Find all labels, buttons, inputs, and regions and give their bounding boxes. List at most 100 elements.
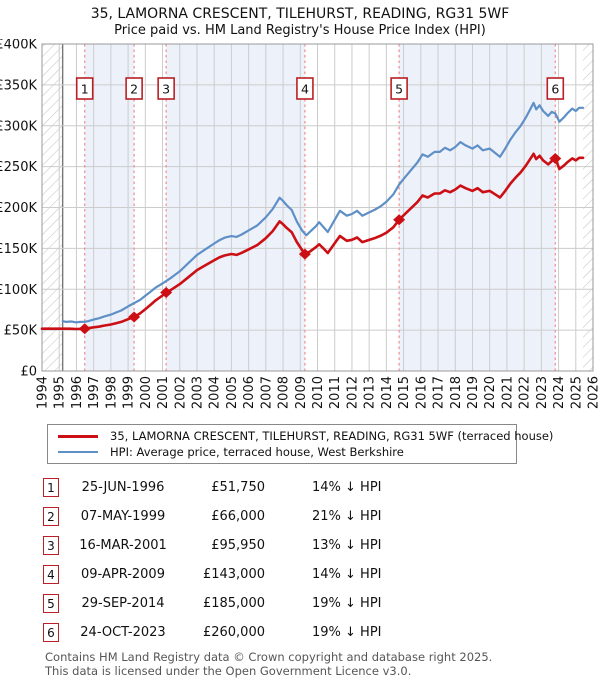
svg-text:2026: 2026 xyxy=(587,376,600,409)
sale-date: 07-MAY-1999 xyxy=(80,509,166,524)
license-line-2: This data is licensed under the Open Gov… xyxy=(45,664,412,679)
sale-row-2: 2 07-MAY-1999 £66,000 21% ↓ HPI xyxy=(43,502,600,531)
svg-text:2024: 2024 xyxy=(552,376,567,409)
svg-text:2019: 2019 xyxy=(466,376,481,409)
svg-text:2011: 2011 xyxy=(328,376,343,409)
sale-date: 09-APR-2009 xyxy=(81,567,165,582)
svg-text:2025: 2025 xyxy=(569,376,584,409)
license-line-1: Contains HM Land Registry data © Crown c… xyxy=(45,650,493,664)
price-line-swatch xyxy=(58,434,98,438)
svg-text:£100K: £100K xyxy=(0,283,37,298)
sale-diamond-3 xyxy=(160,287,173,299)
sale-number-badge: 3 xyxy=(43,536,59,555)
sale-row-6: 6 24-OCT-2023 £260,000 19% ↓ HPI xyxy=(43,618,600,647)
svg-text:2006: 2006 xyxy=(242,376,257,409)
sale-number-badge: 5 xyxy=(43,594,59,613)
price-chart: 1 2 3 4 5 6 £0 £50K £100K £150K £200K £250K £300K £35… xyxy=(0,39,600,409)
y-axis-labels: £0 £50K £100K £150K £200K £250K £300K £350K £400… xyxy=(0,39,37,380)
sale-price: £51,750 xyxy=(211,480,265,495)
svg-text:1994: 1994 xyxy=(36,376,51,409)
sale-hpi-diff: 14% ↓ HPI xyxy=(312,567,382,582)
hpi-line xyxy=(61,101,585,324)
svg-text:2004: 2004 xyxy=(208,376,223,409)
svg-text:1997: 1997 xyxy=(87,376,102,409)
page-subtitle: Price paid vs. HM Land Registry's House … xyxy=(114,23,486,38)
sale-hpi-diff: 14% ↓ HPI xyxy=(312,480,382,495)
chart-legend: 35, LAMORNA CRESCENT, TILEHURST, READING… xyxy=(47,424,553,464)
sale-number-markers: 1 2 3 4 5 6 xyxy=(75,77,565,100)
sale-number-badge: 1 xyxy=(43,478,59,497)
sales-table: 1 25-JUN-1996 £51,750 14% ↓ HPI 2 07-MAY… xyxy=(0,473,600,647)
sale-hpi-diff: 13% ↓ HPI xyxy=(312,538,382,553)
page-title: 35, LAMORNA CRESCENT, TILEHURST, READING… xyxy=(90,6,510,22)
sale-number-badge: 6 xyxy=(43,623,59,642)
x-axis-labels: 1994 1995 1996 1997 1998 1999 2000 2001 2002 2003… xyxy=(36,376,600,409)
license-note: Contains HM Land Registry data © Crown c… xyxy=(45,650,600,679)
svg-text:2017: 2017 xyxy=(432,376,447,409)
svg-text:£0: £0 xyxy=(20,365,37,380)
sale-date: 24-OCT-2023 xyxy=(80,625,166,640)
svg-text:£50K: £50K xyxy=(4,324,38,339)
chart-header: 35, LAMORNA CRESCENT, TILEHURST, READING… xyxy=(0,0,600,39)
svg-text:2002: 2002 xyxy=(173,376,188,409)
sale-diamond-6 xyxy=(549,152,562,164)
sale-row-1: 1 25-JUN-1996 £51,750 14% ↓ HPI xyxy=(43,473,600,502)
svg-text:2000: 2000 xyxy=(139,376,154,409)
svg-text:£200K: £200K xyxy=(0,201,37,216)
svg-text:2003: 2003 xyxy=(190,376,205,409)
svg-text:5: 5 xyxy=(395,82,403,97)
svg-text:2020: 2020 xyxy=(483,376,498,409)
sale-hpi-diff: 19% ↓ HPI xyxy=(312,596,382,611)
svg-text:2: 2 xyxy=(130,82,138,97)
svg-text:2012: 2012 xyxy=(345,376,360,409)
sale-price: £260,000 xyxy=(202,625,265,640)
svg-text:2014: 2014 xyxy=(380,376,395,409)
svg-text:£400K: £400K xyxy=(0,39,37,53)
svg-text:2001: 2001 xyxy=(156,376,171,409)
svg-text:2023: 2023 xyxy=(535,376,550,409)
plot-border xyxy=(41,43,594,372)
svg-text:6: 6 xyxy=(551,82,559,97)
sale-price: £95,950 xyxy=(211,538,265,553)
svg-text:2010: 2010 xyxy=(311,376,326,409)
svg-text:1995: 1995 xyxy=(53,376,68,409)
sale-diamond-1 xyxy=(78,323,91,335)
svg-text:2009: 2009 xyxy=(294,376,309,409)
svg-text:1996: 1996 xyxy=(70,376,85,409)
sale-number-badge: 2 xyxy=(43,507,59,526)
legend-label-hpi: HPI: Average price, terraced house, West… xyxy=(110,445,404,459)
svg-text:2013: 2013 xyxy=(363,376,378,409)
price-line xyxy=(40,152,585,331)
sale-hpi-diff: 19% ↓ HPI xyxy=(312,625,382,640)
svg-text:1999: 1999 xyxy=(122,376,137,409)
sale-diamond-5 xyxy=(393,214,406,226)
svg-text:1998: 1998 xyxy=(104,376,119,409)
sale-date: 16-MAR-2001 xyxy=(79,538,167,553)
sale-diamond-4 xyxy=(298,248,311,260)
svg-text:2007: 2007 xyxy=(259,376,274,409)
sale-hpi-diff: 21% ↓ HPI xyxy=(312,509,382,524)
svg-text:2021: 2021 xyxy=(500,376,515,409)
svg-text:2005: 2005 xyxy=(225,376,240,409)
sale-diamond-2 xyxy=(128,311,141,323)
sale-point-markers xyxy=(78,152,562,335)
svg-text:2018: 2018 xyxy=(449,376,464,409)
sale-number-badge: 4 xyxy=(43,565,59,584)
svg-text:£350K: £350K xyxy=(0,78,37,93)
svg-text:2022: 2022 xyxy=(518,376,533,409)
svg-text:£250K: £250K xyxy=(0,160,37,175)
legend-item-price: 35, LAMORNA CRESCENT, TILEHURST, READING… xyxy=(58,428,553,444)
legend-item-hpi: HPI: Average price, terraced house, West… xyxy=(58,444,516,460)
sale-date: 29-SEP-2014 xyxy=(81,596,165,611)
sale-price: £185,000 xyxy=(202,596,265,611)
hpi-line-swatch xyxy=(58,450,98,454)
svg-text:4: 4 xyxy=(301,82,309,97)
legend-label-price: 35, LAMORNA CRESCENT, TILEHURST, READING… xyxy=(110,429,554,443)
sale-price: £143,000 xyxy=(202,567,265,582)
svg-text:£300K: £300K xyxy=(0,119,37,134)
svg-text:2015: 2015 xyxy=(397,376,412,409)
sale-row-3: 3 16-MAR-2001 £95,950 13% ↓ HPI xyxy=(43,531,600,560)
svg-text:2008: 2008 xyxy=(277,376,292,409)
sale-price: £66,000 xyxy=(211,509,265,524)
svg-text:2016: 2016 xyxy=(414,376,429,409)
